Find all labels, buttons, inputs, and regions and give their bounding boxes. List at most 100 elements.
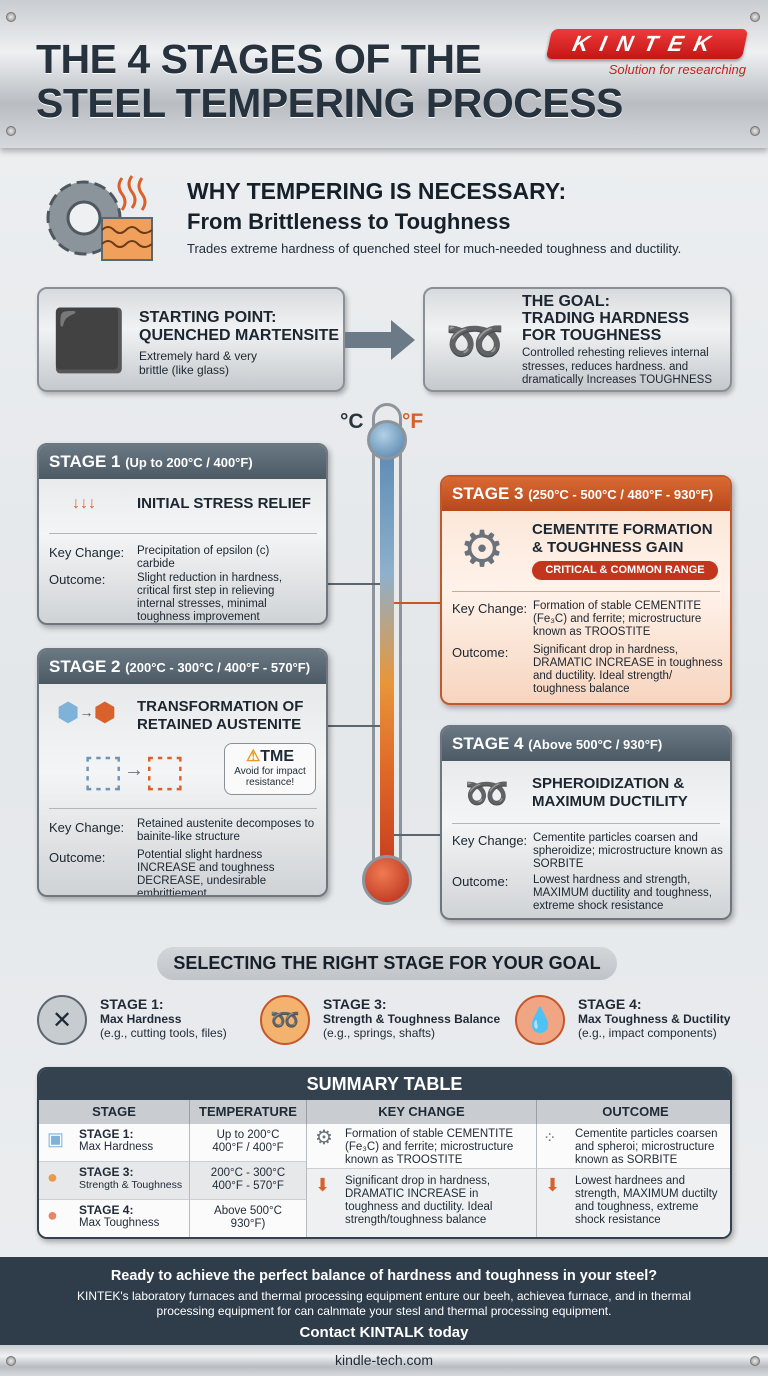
- start-title-2: QUENCHED MARTENSITE: [139, 327, 340, 344]
- outcome-label: Outcome:: [49, 572, 106, 587]
- kintek-logo[interactable]: KINTEK: [545, 29, 749, 59]
- stage2-header: STAGE 2 (200°C - 300°C / 400°F - 570°F): [39, 650, 326, 684]
- down-arrow-icon: ⬇: [545, 1175, 561, 1195]
- start-text: Extremely hard & very brittle (like glas…: [139, 349, 258, 377]
- stage3-card: STAGE 3 (250°C - 500°C / 480°F - 930°F) …: [440, 475, 732, 705]
- stage4-name: STAGE 4: [452, 734, 524, 753]
- stage1-name: STAGE 1: [49, 452, 121, 471]
- stage4-key-change: Cementite particles coarsen and spheroid…: [533, 832, 723, 870]
- stage1-range: (Up to 200°C / 400°F): [125, 455, 253, 470]
- select-stage: STAGE 3:: [323, 996, 387, 1012]
- temp-cell: Above 500°C 930°F): [190, 1200, 307, 1237]
- stage3-title-1: CEMENTITE FORMATION: [532, 521, 713, 538]
- goal-title-2: TRADING HARDNESS: [522, 310, 690, 327]
- stage4-title-2: MAXIMUM DUCTILITY: [532, 793, 688, 810]
- key-change-label: Key Change:: [49, 545, 125, 560]
- select-goal: Max Toughness & Ductility: [578, 1012, 731, 1026]
- goal-title-3: FOR TOUGHNESS: [522, 327, 662, 344]
- ice-cube-icon: ⬛: [51, 306, 127, 374]
- why-heading: WHY TEMPERING IS NECESSARY:: [187, 178, 567, 204]
- key-change-label: Key Change:: [452, 833, 528, 848]
- key-change-label: Key Change:: [49, 820, 125, 835]
- website-link[interactable]: kindle-tech.com: [334, 1352, 434, 1368]
- col-header-stage: STAGE: [39, 1100, 190, 1124]
- gear-icon: ⚙: [315, 1127, 333, 1149]
- spring-icon: ➿: [445, 315, 505, 369]
- footer-website-bar: kindle-tech.com: [0, 1345, 768, 1376]
- goal-card: ➿ THE GOAL: TRADING HARDNESS FOR TOUGHNE…: [423, 287, 732, 392]
- screw-icon: [6, 12, 16, 22]
- outcome-text: Lowest hardnees and strength, MAXIMUM du…: [575, 1175, 718, 1226]
- temp-line: Up to 200°C: [216, 1129, 280, 1141]
- temp-line: 400°F - 570°F: [212, 1180, 284, 1192]
- start-title-1: STARTING POINT:: [139, 309, 277, 326]
- table-row-stage3: ● STAGE 3: Strength & Toughness: [39, 1162, 190, 1200]
- divider: [49, 533, 317, 534]
- arrow-right-icon: [345, 318, 417, 362]
- gear-heat-icon: [36, 168, 166, 263]
- page-title-line2: STEEL TEMPERING PROCESS: [36, 80, 623, 126]
- outcome-cell: ⁘ Cementite particles coarsen and sphero…: [537, 1124, 730, 1169]
- table-row-stage4: ● STAGE 4: Max Toughness: [39, 1200, 190, 1237]
- down-arrow-icon: ⬇: [315, 1175, 331, 1195]
- stage4-range: (Above 500°C / 930°F): [528, 737, 663, 752]
- temp-line: 400°F / 400°F: [212, 1142, 284, 1154]
- col-header-temperature: TEMPERATURE: [190, 1100, 307, 1124]
- spring-icon: ●: [47, 1167, 58, 1187]
- header-banner: THE 4 STAGES OF THE STEEL TEMPERING PROC…: [0, 0, 768, 148]
- critical-range-badge: CRITICAL & COMMON RANGE: [532, 561, 718, 580]
- spring-icon: ➿: [260, 995, 310, 1045]
- stage3-connector: [394, 602, 440, 604]
- stage4-connector: [394, 834, 440, 836]
- stage1-connector: [328, 583, 380, 585]
- temp-cell: 200°C - 300°C 400°F - 570°F: [190, 1162, 307, 1200]
- warning-title: TME: [260, 748, 295, 765]
- stage2-range: (200°C - 300°C / 400°F - 570°F): [125, 660, 311, 675]
- page-title-line1: THE 4 STAGES OF THE: [36, 36, 482, 82]
- stage3-header: STAGE 3 (250°C - 500°C / 480°F - 930°F): [442, 477, 730, 511]
- key-change-label: Key Change:: [452, 601, 528, 616]
- lattice-transform-icon: ⬚ → ⬚: [82, 745, 186, 795]
- temp-cell: Up to 200°C 400°F / 400°F: [190, 1124, 307, 1162]
- summary-table: SUMMARY TABLE STAGE TEMPERATURE KEY CHAN…: [37, 1067, 732, 1239]
- footer-cta: Ready to achieve the perfect balance of …: [0, 1257, 768, 1347]
- stage1-key-change: Precipitation of epsilon (c) carbide: [137, 545, 270, 570]
- celsius-label: °C: [340, 410, 364, 433]
- footer-headline: Ready to achieve the perfect balance of …: [110, 1268, 658, 1284]
- why-subheading: From Brittleness to Toughness: [187, 209, 511, 234]
- screw-icon: [750, 12, 760, 22]
- summary-title: SUMMARY TABLE: [39, 1069, 730, 1100]
- col-header-outcome: OUTCOME: [537, 1100, 730, 1124]
- select-item-2: STAGE 3: Strength & Toughness Balance (e…: [323, 996, 500, 1040]
- key-change-text: Formation of stable CEMENTITE (Fe₃C) and…: [345, 1128, 514, 1166]
- stress-relief-icon: ↓↓↓: [72, 495, 96, 512]
- stage1-outcome: Slight reduction in hardness, critical f…: [137, 572, 283, 623]
- warning-icon: ⚠: [245, 748, 261, 765]
- ice-cube-icon: ▣: [47, 1129, 65, 1149]
- tme-warning-callout: ⚠TME Avoid for impact resistance!: [224, 743, 316, 795]
- screw-icon: [750, 126, 760, 136]
- screw-icon: [750, 1356, 760, 1366]
- screw-icon: [6, 126, 16, 136]
- select-item-1: STAGE 1: Max Hardness (e.g., cutting too…: [100, 996, 227, 1040]
- divider: [49, 808, 317, 809]
- stage4-title-1: SPHEROIDIZATION &: [532, 775, 685, 792]
- spheroid-icon: ➿: [464, 773, 510, 814]
- outcome-cell: ⬇ Lowest hardnees and strength, MAXIMUM …: [537, 1169, 730, 1237]
- key-change-cell: ⚙ Formation of stable CEMENTITE (Fe₃C) a…: [307, 1124, 537, 1169]
- select-stage: STAGE 1:: [100, 996, 164, 1012]
- thermometer-bottom-bulb: [362, 855, 412, 905]
- contact-link[interactable]: Contact KINTALK today: [299, 1324, 469, 1341]
- stage2-connector: [328, 725, 380, 727]
- stage3-range: (250°C - 500°C / 480°F - 930°F): [528, 487, 714, 502]
- row-stage: STAGE 4:: [79, 1203, 134, 1217]
- screw-icon: [6, 1356, 16, 1366]
- goal-title-1: THE GOAL:: [522, 293, 610, 310]
- outcome-text: Cementite particles coarsen and spheroi;…: [575, 1128, 718, 1166]
- stage1-title: INITIAL STRESS RELIEF: [137, 495, 311, 512]
- divider: [452, 591, 720, 592]
- thermometer-top-bulb: [367, 420, 407, 460]
- stage2-key-change: Retained austenite decomposes to bainite…: [137, 818, 315, 843]
- temp-line: 200°C - 300°C: [210, 1167, 286, 1179]
- warning-text: Avoid for impact resistance!: [234, 766, 306, 788]
